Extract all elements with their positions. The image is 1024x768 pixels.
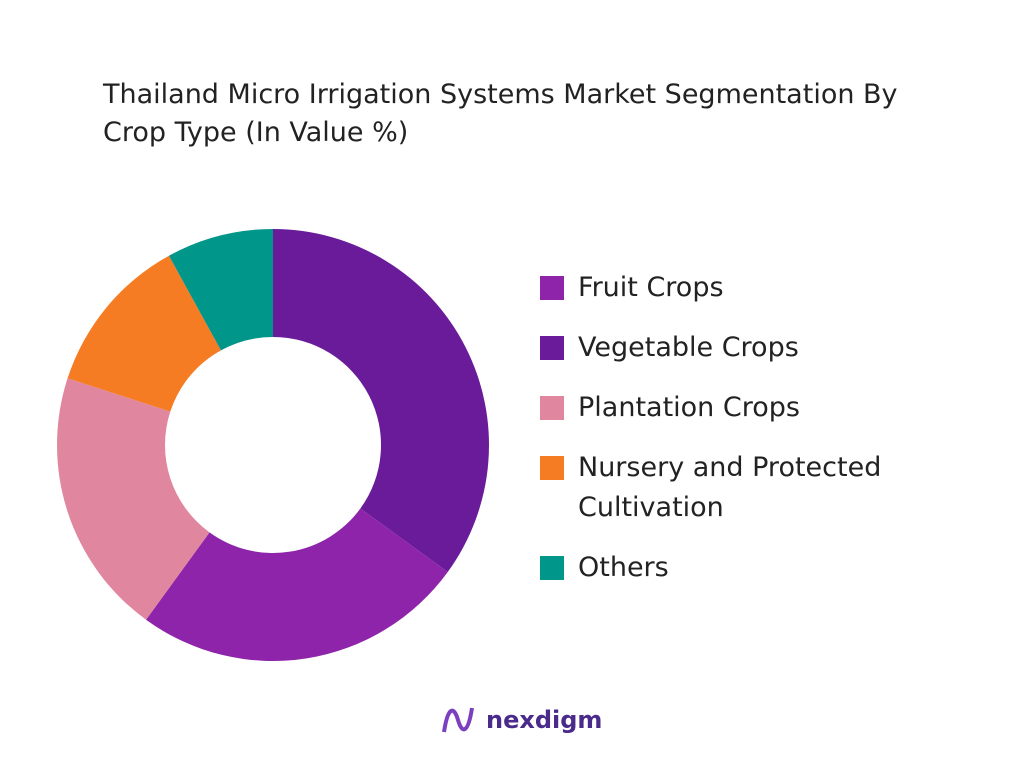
legend-swatch [540,336,564,360]
legend-swatch [540,396,564,420]
donut-slice [168,229,273,351]
logo-icon [442,707,474,733]
donut-slice [273,229,489,572]
legend-label: Others [578,552,669,583]
legend-label: Vegetable Crops [578,332,799,363]
legend-item: Nursery and Protected Cultivation [540,448,940,528]
legend: Fruit Crops Vegetable Crops Plantation Cro… [540,268,940,608]
legend-item: Others [540,548,940,588]
logo-text: nexdigm [486,706,603,734]
legend-label: Plantation Crops [578,392,800,423]
donut-slice [57,378,210,620]
donut-slice [67,255,221,412]
legend-item: Plantation Crops [540,388,940,428]
legend-label: Nursery and Protected Cultivation [578,452,882,523]
donut-chart [57,229,489,662]
chart-title: Thailand Micro Irrigation Systems Market… [103,79,898,148]
donut-slice [146,508,448,662]
legend-swatch [540,276,564,300]
logo: nexdigm [440,702,602,738]
legend-label: Fruit Crops [578,272,724,303]
legend-swatch [540,556,564,580]
legend-item: Vegetable Crops [540,328,940,368]
legend-swatch [540,456,564,480]
legend-item: Fruit Crops [540,268,940,308]
